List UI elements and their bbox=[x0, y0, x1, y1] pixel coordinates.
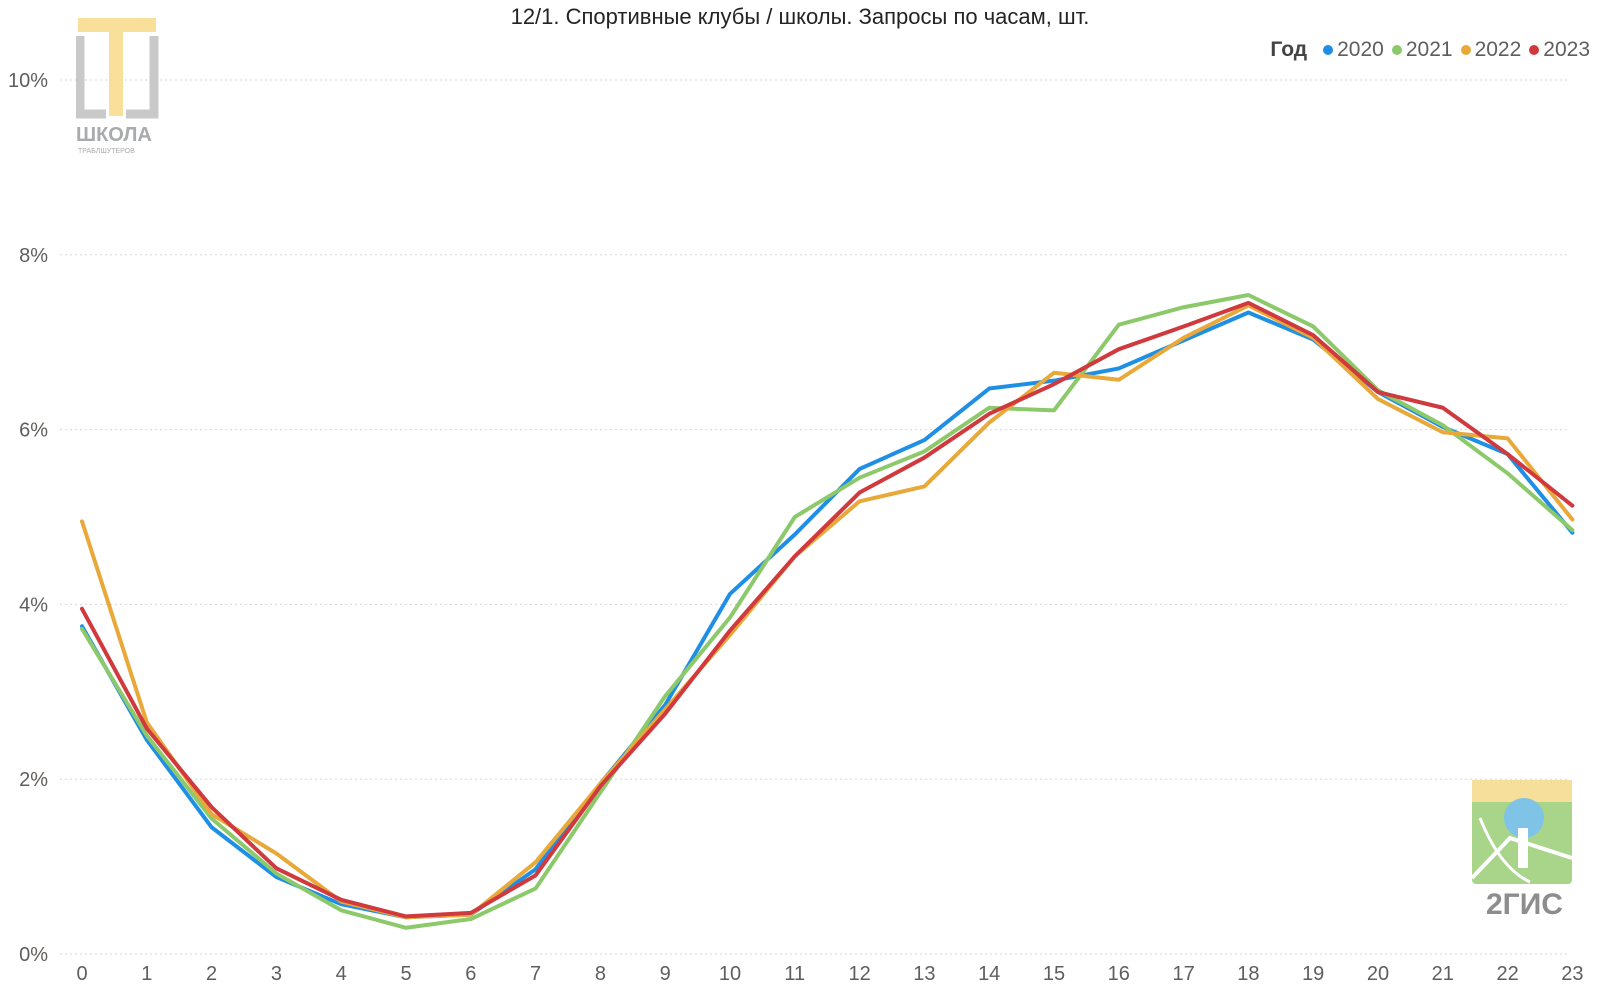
legend-dot-2022-icon bbox=[1460, 45, 1471, 55]
x-tick-label: 17 bbox=[1172, 963, 1194, 985]
x-tick-label: 0 bbox=[76, 963, 87, 985]
y-tick-label: 2% bbox=[19, 769, 48, 791]
series-lines bbox=[80, 293, 1575, 930]
x-tick-label: 5 bbox=[400, 963, 411, 985]
school-logo-text: ШКОЛА bbox=[76, 124, 152, 146]
y-tick-label: 0% bbox=[19, 944, 48, 966]
series-line-2022[interactable] bbox=[80, 303, 1575, 920]
x-tick-label: 3 bbox=[271, 963, 282, 985]
legend-dot-2020-icon bbox=[1323, 45, 1334, 55]
2gis-logo: 2ГИС bbox=[1470, 778, 1574, 938]
grid bbox=[60, 79, 1570, 955]
chart-title: 12/1. Спортивные клубы / школы. Запросы … bbox=[510, 4, 1090, 29]
legend-dot-2023-icon bbox=[1529, 45, 1540, 55]
x-tick-label: 4 bbox=[336, 963, 347, 985]
x-tick-label: 12 bbox=[848, 963, 870, 985]
x-tick-label: 8 bbox=[595, 963, 606, 985]
school-logo-subtext: ТРАБЛШУТЕРОВ bbox=[78, 148, 135, 155]
x-tick-label: 13 bbox=[913, 963, 935, 985]
legend-item-2020[interactable]: 2020 bbox=[1323, 38, 1384, 62]
x-tick-label: 15 bbox=[1043, 963, 1065, 985]
y-tick-label: 6% bbox=[19, 420, 48, 442]
legend-label-2021: 2021 bbox=[1405, 38, 1453, 61]
x-axis-ticks: 0 1 2 3 4 5 6 7 8 9 10 11 12 13 14 15 16 17 18 19 20 21 22 23 bbox=[76, 963, 1583, 985]
y-tick-label: 4% bbox=[19, 594, 48, 616]
legend-label-2022: 2022 bbox=[1474, 38, 1522, 61]
x-tick-label: 22 bbox=[1496, 963, 1518, 985]
y-axis-ticks: 0% 2% 4% 6% 8% 10% bbox=[8, 70, 48, 966]
school-logo: ШКОЛА ТРАБЛШУТЕРОВ bbox=[75, 16, 166, 156]
legend-item-2021[interactable]: 2021 bbox=[1391, 38, 1453, 62]
x-tick-label: 7 bbox=[530, 963, 541, 985]
x-tick-label: 23 bbox=[1561, 963, 1583, 985]
legend-label-2020: 2020 bbox=[1337, 38, 1384, 61]
x-tick-label: 6 bbox=[465, 963, 476, 985]
x-tick-label: 10 bbox=[719, 963, 741, 985]
legend-title: Год bbox=[1270, 38, 1308, 61]
x-tick-label: 21 bbox=[1432, 963, 1454, 985]
legend-item-2022[interactable]: 2022 bbox=[1460, 38, 1522, 62]
x-tick-label: 2 bbox=[206, 963, 217, 985]
series-line-2020[interactable] bbox=[80, 310, 1575, 920]
legend: Год 2020 2021 2022 2023 bbox=[1270, 38, 1590, 62]
x-tick-label: 1 bbox=[141, 963, 152, 985]
series-line-2021[interactable] bbox=[80, 293, 1575, 930]
y-tick-label: 8% bbox=[19, 245, 48, 267]
legend-item-2023[interactable]: 2023 bbox=[1529, 38, 1590, 62]
x-tick-label: 16 bbox=[1108, 963, 1130, 985]
x-tick-label: 18 bbox=[1237, 963, 1259, 985]
y-tick-label: 10% bbox=[8, 70, 48, 92]
x-tick-label: 11 bbox=[784, 963, 805, 985]
x-tick-label: 19 bbox=[1302, 963, 1324, 985]
x-tick-label: 20 bbox=[1367, 963, 1389, 985]
2gis-logo-text: 2ГИС bbox=[1486, 888, 1563, 921]
series-line-2023[interactable] bbox=[80, 300, 1575, 919]
x-tick-label: 9 bbox=[660, 963, 671, 985]
x-tick-label: 14 bbox=[978, 963, 1000, 985]
legend-dot-2021-icon bbox=[1391, 45, 1402, 55]
legend-label-2023: 2023 bbox=[1543, 38, 1590, 61]
2gis-logo-icon bbox=[1470, 780, 1573, 884]
school-logo-icon bbox=[75, 18, 159, 119]
